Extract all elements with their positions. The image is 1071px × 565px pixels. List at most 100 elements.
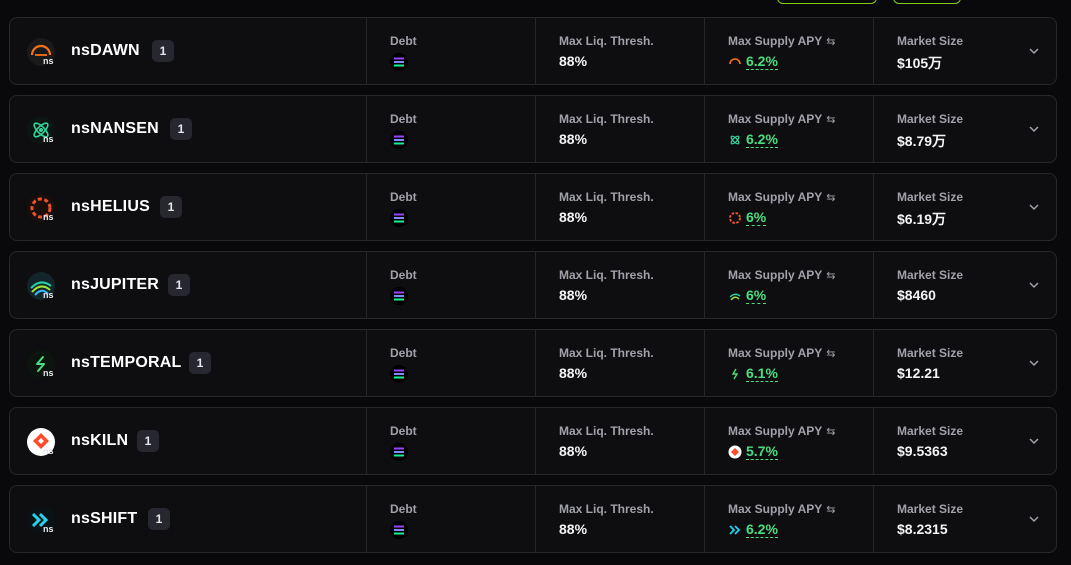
jupiter-icon [26,271,56,301]
apy-label-text: Max Supply APY [728,190,823,204]
count-badge: 1 [152,40,174,62]
count-badge: 1 [160,196,182,218]
jupiter-icon [729,293,741,301]
market-row-nansen[interactable]: ns nsNANSEN 1 Debt Max Liq. Thresh. 88% … [9,95,1057,163]
liq-value: 88% [559,53,588,69]
swap-arrows-icon[interactable]: ⇆ [826,192,836,204]
swap-arrows-icon[interactable]: ⇆ [826,348,836,360]
debt-cell: Debt [366,486,535,552]
apy-value[interactable]: 6.2% [746,53,778,70]
ns-tag: ns [43,524,54,534]
kiln-icon [26,427,56,457]
market-cell: Market Size $8460 [873,252,1058,318]
column-divider [535,252,536,318]
swap-arrows-icon[interactable]: ⇆ [826,504,836,516]
apy-label-text: Max Supply APY [728,112,823,126]
apy-label-text: Max Supply APY [728,346,823,360]
solana-icon [390,365,408,383]
chevron-down-icon[interactable] [1028,513,1040,525]
ns-tag: ns [43,134,54,144]
market-cell: Market Size $12.21 [873,330,1058,396]
asset-cell: ns nsSHIFT 1 [10,486,366,552]
apy-label: Max Supply APY ⇆ [728,424,835,438]
market-row-jupiter[interactable]: ns nsJUPITER 1 Debt Max Liq. Thresh. 88%… [9,251,1057,319]
column-divider [704,18,705,84]
market-cell: Market Size $9.5363 [873,408,1058,474]
liq-value: 88% [559,365,588,381]
market-cell: Market Size $105万 [873,18,1058,84]
count-badge: 1 [168,274,190,296]
asset-cell: ns nsDAWN 1 [10,18,366,84]
debt-label: Debt [390,34,417,48]
liq-cell: Max Liq. Thresh. 88% [535,174,704,240]
market-value: $12.21 [897,365,940,381]
chevron-down-icon[interactable] [1028,45,1040,57]
chevron-down-icon[interactable] [1028,123,1040,135]
chevron-down-icon[interactable] [1028,435,1040,447]
dawn-icon [26,37,56,67]
asset-cell: ns nsKILN 1 [10,408,366,474]
column-divider [704,330,705,396]
liq-cell: Max Liq. Thresh. 88% [535,486,704,552]
apy-cell: Max Supply APY ⇆ 6.2% [704,18,873,84]
solana-icon [390,131,408,149]
liq-label: Max Liq. Thresh. [559,190,654,204]
apy-label-text: Max Supply APY [728,424,823,438]
top-button-partial[interactable] [777,0,877,4]
market-cell: Market Size $8.2315 [873,486,1058,552]
column-divider [704,252,705,318]
market-list: ns nsDAWN 1 Debt Max Liq. Thresh. 88% Ma… [9,17,1057,563]
shift-icon [26,505,56,535]
market-value: $9.5363 [897,443,948,459]
column-divider [366,174,367,240]
swap-arrows-icon[interactable]: ⇆ [826,36,836,48]
market-row-dawn[interactable]: ns nsDAWN 1 Debt Max Liq. Thresh. 88% Ma… [9,17,1057,85]
apy-cell: Max Supply APY ⇆ 6% [704,174,873,240]
debt-label: Debt [390,346,417,360]
liq-label: Max Liq. Thresh. [559,34,654,48]
asset-cell: ns nsNANSEN 1 [10,96,366,162]
solana-icon [390,287,408,305]
market-row-helius[interactable]: ns nsHELIUS 1 Debt Max Liq. Thresh. 88% … [9,173,1057,241]
nansen-icon [26,115,56,145]
debt-label: Debt [390,502,417,516]
apy-value[interactable]: 5.7% [746,443,778,460]
swap-arrows-icon[interactable]: ⇆ [826,270,836,282]
chevron-down-icon[interactable] [1028,201,1040,213]
token-name: nsSHIFT [71,510,138,527]
market-value: $8.2315 [897,521,948,537]
swap-arrows-icon[interactable]: ⇆ [826,426,836,438]
apy-value[interactable]: 6.2% [746,131,778,148]
debt-label: Debt [390,424,417,438]
column-divider [535,486,536,552]
column-divider [873,252,874,318]
ns-tag: ns [43,290,54,300]
apy-value[interactable]: 6% [746,209,767,226]
swap-arrows-icon[interactable]: ⇆ [826,114,836,126]
solana-icon [390,443,408,461]
column-divider [704,408,705,474]
market-row-kiln[interactable]: ns nsKILN 1 Debt Max Liq. Thresh. 88% Ma… [9,407,1057,475]
column-divider [873,408,874,474]
ns-tag: ns [43,368,54,378]
market-row-temporal[interactable]: ns nsTEMPORAL 1 Debt Max Liq. Thresh. 88… [9,329,1057,397]
column-divider [873,330,874,396]
apy-value[interactable]: 6.2% [746,521,778,538]
dawn-icon [729,58,741,65]
column-divider [366,252,367,318]
column-divider [535,174,536,240]
apy-value[interactable]: 6% [746,287,767,304]
solana-icon [390,209,408,227]
liq-label: Max Liq. Thresh. [559,112,654,126]
temporal-icon [731,368,739,380]
column-divider [535,408,536,474]
apy-value[interactable]: 6.1% [746,365,778,382]
market-label: Market Size [897,502,964,516]
apy-label-text: Max Supply APY [728,34,823,48]
chevron-down-icon[interactable] [1028,279,1040,291]
top-button-partial-2[interactable] [893,0,961,4]
helius-icon [26,193,56,223]
market-row-shift[interactable]: ns nsSHIFT 1 Debt Max Liq. Thresh. 88% M… [9,485,1057,553]
chevron-down-icon[interactable] [1028,357,1040,369]
column-divider [366,96,367,162]
